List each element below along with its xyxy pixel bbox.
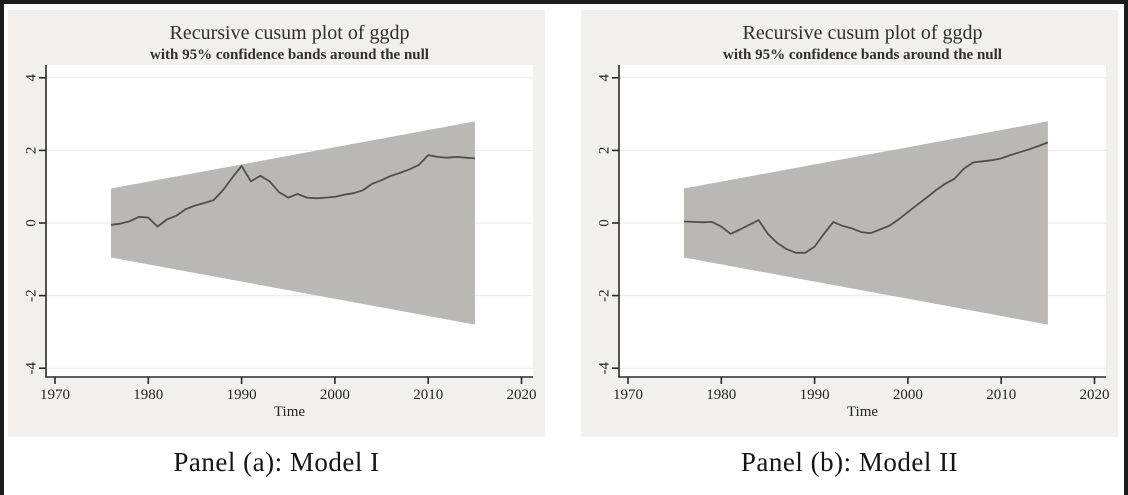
y-tick-label: 4 <box>23 74 39 82</box>
panel-b-caption: Panel (b): Model II <box>740 447 959 477</box>
cusum-plot-svg: -4 -2 0 2 4 1970 1980 1990 2000 2010 2020 Recursive… <box>23 22 537 420</box>
y-tick-label: -2 <box>23 289 39 302</box>
axis-lines <box>618 65 1106 378</box>
y-tick-label: 0 <box>596 219 612 227</box>
y-tick-label: 4 <box>596 74 612 82</box>
cusum-line <box>110 154 475 228</box>
axis-lines <box>45 65 533 378</box>
x-axis-label: Time <box>847 404 878 420</box>
x-tick-label: 1990 <box>800 387 830 403</box>
panel-b-column: -4 -2 0 2 4 1970 1980 1990 2000 2010 2020 Recursive… <box>581 10 1118 478</box>
cusum-line <box>683 141 1049 254</box>
panels-row: -4 -2 0 2 4 1970 1980 1990 2000 2010 2020 Recursive… <box>4 4 1124 478</box>
x-tick-label: 1990 <box>227 387 257 403</box>
y-tick-label: -2 <box>596 289 612 302</box>
confidence-band <box>111 121 475 325</box>
chart-subtitle: with 95% confidence bands around the nul… <box>150 47 429 63</box>
x-tick-label: 2000 <box>893 387 923 403</box>
x-tick-label: 2020 <box>507 387 537 403</box>
x-tick-label: 2010 <box>413 387 443 403</box>
y-tick-label: -4 <box>23 361 39 374</box>
chart-title: Recursive cusum plot of ggdp <box>170 22 410 44</box>
panel-a-caption: Panel (a): Model I <box>173 447 380 477</box>
chart-subtitle: with 95% confidence bands around the nul… <box>723 47 1002 63</box>
y-tick-label: 0 <box>23 219 39 227</box>
panel-a-column: -4 -2 0 2 4 1970 1980 1990 2000 2010 2020 Recursive… <box>8 10 545 478</box>
x-tick-label: 1980 <box>706 387 736 403</box>
x-tick-label: 1970 <box>40 387 70 403</box>
cusum-chart-panel-b: -4 -2 0 2 4 1970 1980 1990 2000 2010 2020 Recursive… <box>581 10 1118 437</box>
y-tick-label: 2 <box>596 147 612 155</box>
confidence-band <box>684 121 1048 325</box>
y-tick-label: 2 <box>23 147 39 155</box>
cusum-chart-panel-a: -4 -2 0 2 4 1970 1980 1990 2000 2010 2020 Recursive… <box>8 10 545 437</box>
x-tick-label: 2020 <box>1080 387 1110 403</box>
x-tick-label: 2010 <box>986 387 1016 403</box>
x-tick-label: 1980 <box>133 387 163 403</box>
x-tick-label: 2000 <box>320 387 350 403</box>
cusum-plot-svg: -4 -2 0 2 4 1970 1980 1990 2000 2010 2020 Recursive… <box>596 22 1110 420</box>
x-tick-label: 1970 <box>613 387 643 403</box>
y-tick-label: -4 <box>596 361 612 374</box>
chart-title: Recursive cusum plot of ggdp <box>743 22 983 44</box>
x-axis-label: Time <box>274 404 305 420</box>
